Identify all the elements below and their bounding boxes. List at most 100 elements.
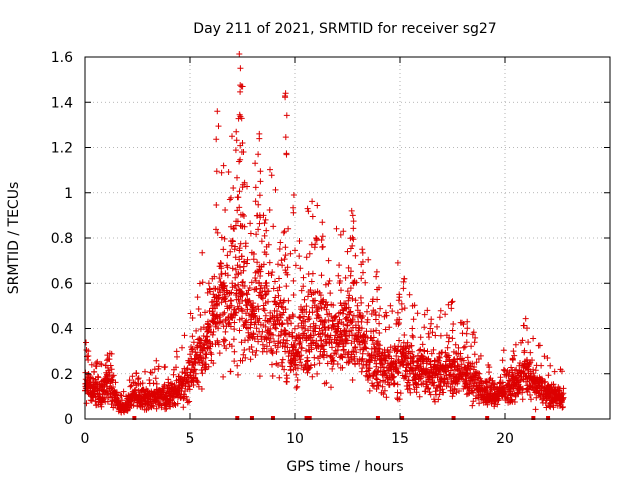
data-point <box>340 343 346 350</box>
data-point <box>331 358 337 364</box>
data-point <box>353 349 360 356</box>
data-point <box>347 245 354 252</box>
data-point <box>323 306 330 313</box>
data-point <box>239 315 245 322</box>
data-point <box>372 309 379 315</box>
data-point <box>238 339 245 346</box>
data-point <box>271 318 278 325</box>
data-point <box>319 244 326 251</box>
data-point <box>93 363 100 370</box>
baseline-marker <box>304 416 309 420</box>
baseline-marker <box>546 416 551 420</box>
data-point <box>324 360 331 367</box>
data-point <box>528 396 534 403</box>
data-point <box>396 337 402 344</box>
data-point <box>304 357 311 364</box>
data-point <box>291 362 298 369</box>
data-point <box>233 128 240 135</box>
baseline-marker <box>451 416 456 420</box>
data-point <box>444 376 451 383</box>
data-point <box>231 358 238 365</box>
data-point <box>486 364 493 371</box>
data-point <box>350 348 357 355</box>
data-point <box>194 379 201 386</box>
data-point <box>400 285 407 292</box>
data-point <box>239 140 246 146</box>
data-point <box>280 309 287 316</box>
x-tick-label: 5 <box>186 431 195 447</box>
data-point <box>231 348 238 355</box>
data-point <box>436 314 443 321</box>
data-point <box>486 376 493 383</box>
data-point <box>312 241 319 248</box>
data-point <box>210 291 217 298</box>
data-point <box>210 360 217 367</box>
data-point <box>386 324 393 331</box>
data-point <box>104 364 111 371</box>
data-point <box>320 296 327 303</box>
data-point <box>252 160 259 167</box>
data-point <box>301 296 308 303</box>
data-point <box>236 247 243 254</box>
data-point <box>445 301 452 308</box>
data-point <box>359 365 366 372</box>
data-point <box>104 389 111 396</box>
data-point <box>254 303 261 310</box>
data-point <box>295 323 302 329</box>
data-point <box>241 213 247 219</box>
data-point <box>511 399 518 405</box>
data-point <box>275 292 282 299</box>
data-point <box>297 339 304 345</box>
data-point <box>221 295 228 302</box>
data-point <box>358 356 365 363</box>
data-point <box>277 239 284 246</box>
data-point <box>255 201 262 208</box>
data-point <box>290 292 297 298</box>
data-point <box>533 394 540 401</box>
data-point <box>256 315 263 322</box>
data-point <box>509 355 516 362</box>
data-point <box>437 332 444 339</box>
data-point <box>215 325 222 332</box>
data-point <box>209 305 216 312</box>
data-point <box>230 185 237 191</box>
data-point <box>221 309 228 316</box>
data-point <box>519 337 526 344</box>
x-axis-label: GPS time / hours <box>286 459 403 475</box>
data-point <box>257 178 264 185</box>
data-point <box>227 323 234 330</box>
data-point <box>507 377 514 384</box>
data-point <box>201 341 208 348</box>
data-point <box>521 347 528 354</box>
data-point <box>394 259 401 266</box>
data-point <box>317 292 324 299</box>
data-point <box>265 241 272 248</box>
data-point <box>335 272 342 279</box>
data-point <box>436 391 443 398</box>
data-point <box>297 315 304 321</box>
data-point <box>278 303 285 310</box>
data-point <box>457 350 464 357</box>
data-point <box>220 311 227 318</box>
data-point <box>268 172 275 179</box>
data-point <box>174 353 180 360</box>
data-point <box>394 389 401 396</box>
data-point <box>305 327 312 334</box>
data-point <box>385 367 392 374</box>
data-point <box>427 391 434 398</box>
data-point <box>317 333 324 340</box>
data-point <box>241 259 248 266</box>
data-point <box>358 325 365 332</box>
data-point <box>254 259 261 266</box>
data-point <box>263 251 270 258</box>
data-point <box>292 262 299 269</box>
data-point <box>250 300 257 307</box>
data-point <box>394 317 401 323</box>
data-point <box>265 298 271 305</box>
data-point <box>373 327 380 334</box>
data-point <box>303 303 310 310</box>
data-point <box>366 387 373 394</box>
data-point <box>337 278 344 284</box>
data-point <box>410 359 417 366</box>
